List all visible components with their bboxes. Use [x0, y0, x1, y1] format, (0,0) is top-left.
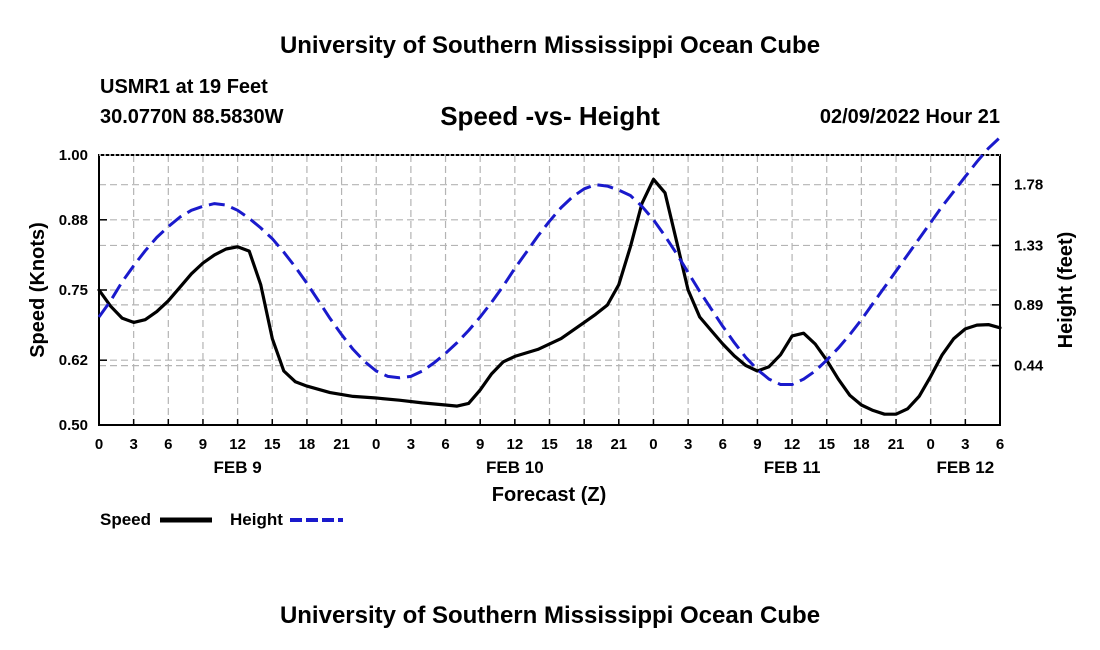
x-axis-title: Forecast (Z) — [492, 484, 606, 506]
legend: Speed Height — [100, 510, 343, 529]
date-label: FEB 10 — [486, 458, 544, 477]
x-tick-label: 6 — [164, 436, 172, 453]
y-axis-right-title: Height (feet) — [1055, 232, 1077, 349]
x-tick-label: 21 — [333, 436, 350, 453]
y-left-tick-label: 0.88 — [59, 212, 88, 229]
x-tick-label: 15 — [541, 436, 558, 453]
x-tick-label: 3 — [684, 436, 692, 453]
y-left-tick-label: 0.62 — [59, 352, 88, 369]
x-tick-label: 12 — [507, 436, 524, 453]
x-tick-label: 0 — [372, 436, 380, 453]
date-label: FEB 11 — [764, 458, 821, 477]
series-layer — [97, 136, 1002, 416]
y-right-tick-label: 0.44 — [1014, 358, 1044, 375]
x-tick-label: 0 — [649, 436, 657, 453]
x-tick-label: 21 — [888, 436, 905, 453]
main-title: University of Southern Mississippi Ocean… — [279, 32, 821, 59]
y-left-tick-label: 0.75 — [59, 282, 88, 299]
series-line-height — [97, 136, 1002, 386]
x-tick-label: 3 — [961, 436, 969, 453]
date-label: FEB 12 — [937, 458, 995, 477]
x-tick-label: 15 — [818, 436, 835, 453]
x-tick-label: 9 — [476, 436, 484, 453]
x-tick-label: 9 — [753, 436, 761, 453]
station-label: USMR1 at 19 Feet — [100, 76, 268, 98]
forecast-datetime: 02/09/2022 Hour 21 — [819, 106, 1000, 128]
y-right-tick-label: 0.89 — [1014, 297, 1043, 314]
x-tick-label: 21 — [610, 436, 627, 453]
x-tick-label: 3 — [129, 436, 137, 453]
date-label: FEB 9 — [214, 458, 262, 477]
axis-layer: 0 3 6 9 12 15 18 21 0 3 6 9 12 15 18 21 0 3 6 9 12 15 18 21 0 3 6F… — [59, 147, 1044, 477]
x-tick-label: 18 — [299, 436, 316, 453]
coordinates-label: 30.0770N 88.5830W — [100, 106, 284, 128]
legend-height-label: Height — [230, 510, 283, 529]
x-tick-label: 12 — [784, 436, 801, 453]
x-tick-label: 12 — [229, 436, 246, 453]
x-tick-label: 6 — [719, 436, 727, 453]
y-left-tick-label: 0.50 — [59, 417, 88, 434]
x-tick-label: 18 — [853, 436, 870, 453]
footer-title: University of Southern Mississippi Ocean… — [279, 602, 821, 629]
x-tick-label: 9 — [199, 436, 207, 453]
y-right-tick-label: 1.33 — [1014, 237, 1043, 254]
x-tick-label: 3 — [407, 436, 415, 453]
x-tick-label: 6 — [996, 436, 1004, 453]
y-axis-left-title: Speed (Knots) — [27, 222, 49, 358]
y-right-tick-label: 1.78 — [1014, 177, 1043, 194]
x-tick-label: 6 — [441, 436, 449, 453]
grid-layer — [99, 154, 1000, 425]
y-left-tick-label: 1.00 — [59, 147, 88, 164]
legend-speed-label: Speed — [100, 510, 151, 529]
x-tick-label: 0 — [927, 436, 935, 453]
x-tick-label: 0 — [95, 436, 103, 453]
x-tick-label: 15 — [264, 436, 281, 453]
chart-subtitle: Speed -vs- Height — [440, 101, 660, 131]
x-tick-label: 18 — [576, 436, 593, 453]
series-line-speed — [97, 177, 1002, 416]
